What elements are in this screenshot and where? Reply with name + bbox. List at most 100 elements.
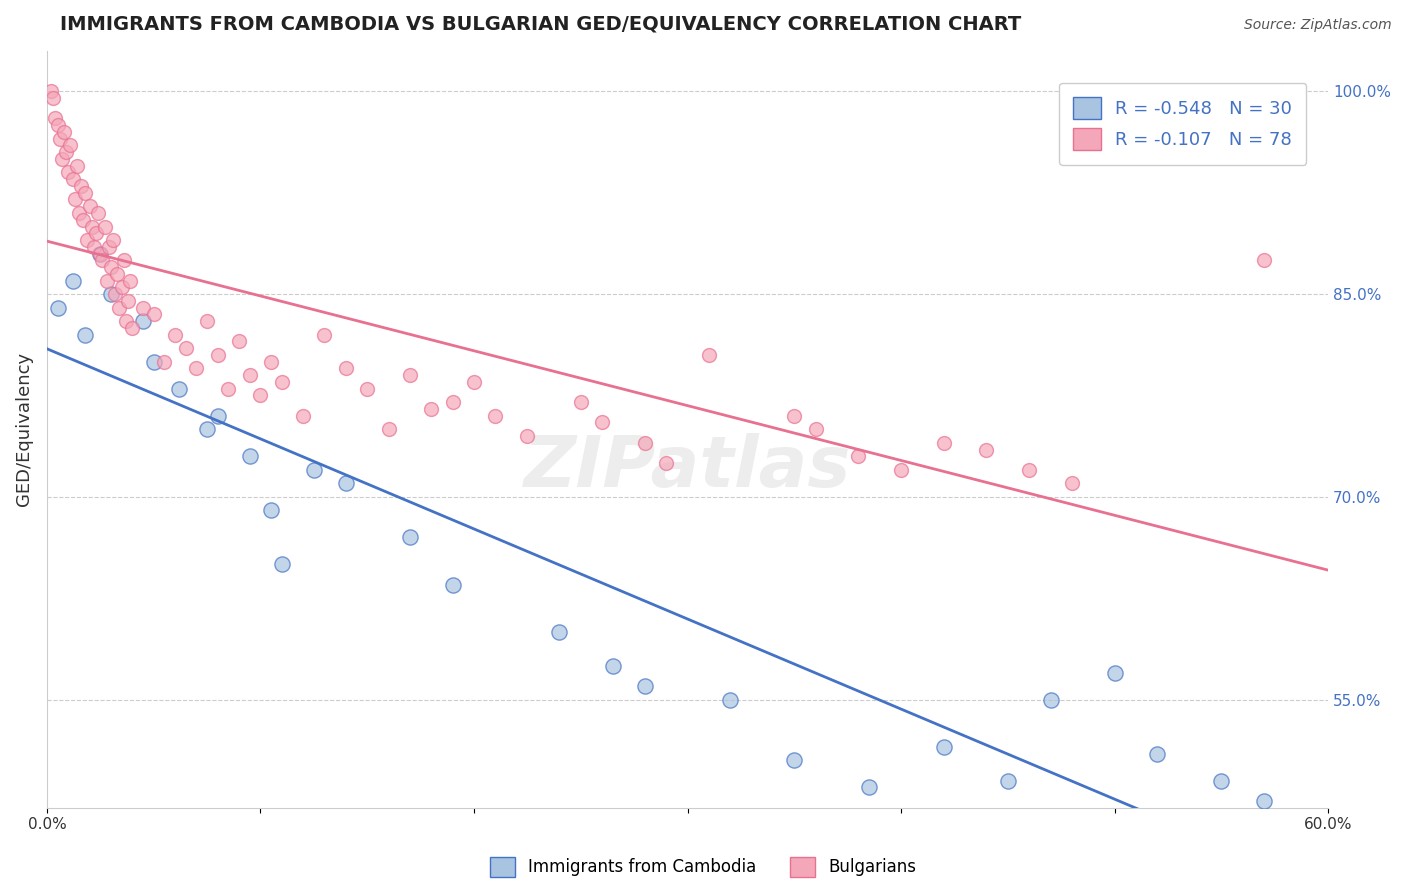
Point xyxy=(399,530,422,544)
Point xyxy=(195,314,218,328)
Point xyxy=(52,125,75,139)
Point xyxy=(1060,476,1083,491)
Point xyxy=(132,314,155,328)
Point xyxy=(548,624,571,639)
Point xyxy=(84,227,107,241)
Point xyxy=(100,287,122,301)
Point xyxy=(117,293,139,308)
Point xyxy=(163,327,186,342)
Point xyxy=(292,409,315,423)
Point xyxy=(75,186,97,200)
Point xyxy=(169,382,191,396)
Point xyxy=(932,435,955,450)
Point xyxy=(441,577,464,591)
Point xyxy=(46,301,69,315)
Point xyxy=(399,368,422,383)
Point xyxy=(67,206,90,220)
Point xyxy=(1039,692,1062,706)
Point xyxy=(115,314,138,328)
Point xyxy=(846,450,869,464)
Point xyxy=(1253,794,1275,808)
Point xyxy=(270,558,292,572)
Point xyxy=(420,402,443,417)
Text: Source: ZipAtlas.com: Source: ZipAtlas.com xyxy=(1244,18,1392,32)
Point xyxy=(121,321,143,335)
Point xyxy=(463,375,485,389)
Point xyxy=(634,679,657,693)
Point xyxy=(1253,253,1275,268)
Point xyxy=(783,753,806,767)
Point xyxy=(655,456,678,470)
Point xyxy=(783,409,806,423)
Point xyxy=(174,341,197,355)
Point xyxy=(1146,747,1168,761)
Point xyxy=(228,334,250,349)
Point xyxy=(602,658,624,673)
Point xyxy=(59,138,82,153)
Point xyxy=(93,219,115,234)
Point xyxy=(46,118,69,132)
Point xyxy=(83,240,105,254)
Point xyxy=(195,422,218,436)
Point xyxy=(335,476,357,491)
Point xyxy=(858,780,880,795)
Point xyxy=(48,131,70,145)
Point xyxy=(97,240,120,254)
Point xyxy=(111,280,134,294)
Point xyxy=(1211,773,1233,788)
Point xyxy=(718,692,741,706)
Point xyxy=(804,422,827,436)
Point xyxy=(569,395,592,409)
Point xyxy=(142,307,165,321)
Point xyxy=(270,375,292,389)
Point xyxy=(89,246,111,260)
Point xyxy=(217,382,239,396)
Point xyxy=(142,354,165,368)
Point xyxy=(132,301,155,315)
Point xyxy=(75,327,97,342)
Point xyxy=(932,739,955,754)
Point xyxy=(591,416,613,430)
Point xyxy=(51,152,73,166)
Point xyxy=(108,301,131,315)
Point xyxy=(634,435,657,450)
Legend: Immigrants from Cambodia, Bulgarians: Immigrants from Cambodia, Bulgarians xyxy=(484,850,922,884)
Point xyxy=(302,463,325,477)
Point xyxy=(120,274,142,288)
Point xyxy=(39,84,62,98)
Point xyxy=(79,199,101,213)
Point xyxy=(70,179,93,194)
Point xyxy=(260,503,283,517)
Point xyxy=(997,773,1019,788)
Point xyxy=(441,395,464,409)
Legend: R = -0.548   N = 30, R = -0.107   N = 78: R = -0.548 N = 30, R = -0.107 N = 78 xyxy=(1059,83,1306,164)
Point xyxy=(239,450,262,464)
Point xyxy=(76,233,98,247)
Point xyxy=(484,409,506,423)
Point xyxy=(314,327,336,342)
Point xyxy=(249,388,271,402)
Point xyxy=(105,267,128,281)
Point xyxy=(72,212,94,227)
Point xyxy=(104,287,127,301)
Point xyxy=(58,165,80,179)
Text: IMMIGRANTS FROM CAMBODIA VS BULGARIAN GED/EQUIVALENCY CORRELATION CHART: IMMIGRANTS FROM CAMBODIA VS BULGARIAN GE… xyxy=(59,15,1021,34)
Point xyxy=(63,193,86,207)
Point xyxy=(42,91,65,105)
Point xyxy=(697,348,720,362)
Point xyxy=(186,361,208,376)
Point xyxy=(260,354,283,368)
Point xyxy=(62,274,84,288)
Point xyxy=(62,172,84,186)
Point xyxy=(101,233,124,247)
Point xyxy=(44,112,66,126)
Point xyxy=(1104,665,1126,680)
Point xyxy=(239,368,262,383)
Point xyxy=(1018,463,1040,477)
Point xyxy=(91,253,114,268)
Point xyxy=(89,246,111,260)
Point xyxy=(335,361,357,376)
Point xyxy=(87,206,110,220)
Y-axis label: GED/Equivalency: GED/Equivalency xyxy=(15,352,32,507)
Point xyxy=(890,463,912,477)
